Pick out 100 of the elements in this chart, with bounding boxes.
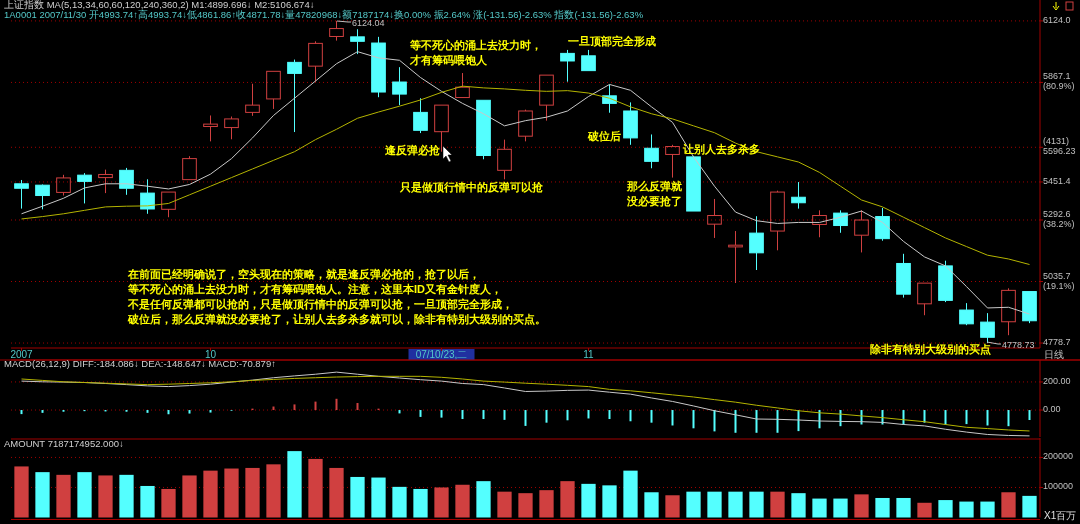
chart-title: 上证指数 MA(5,13,34,60,60,120,240,360,2) M1:4899.696↓ M2:5106.674↓ [4,0,315,10]
bar [566,410,569,421]
bar [917,502,932,518]
bar [497,491,512,518]
bar [287,451,302,518]
annotation: 除非有特别大级别的买点 [870,343,991,356]
bar [356,403,359,411]
y-tick-label: (4131) 5596.23 [1043,136,1076,157]
bar [392,486,407,518]
y-axis-title: X1百万 [1044,509,1077,521]
bar [161,488,176,518]
bar [686,491,701,518]
bar [728,491,743,518]
y-tick-label: 5035.7 (19.1%) [1043,270,1075,291]
y-tick-label: 0.00 [1043,404,1061,415]
bar [755,410,758,433]
bar [77,472,92,518]
bar [938,500,953,518]
bar [35,472,50,518]
bar [980,501,995,518]
bar [203,470,218,518]
bar [413,488,428,518]
bar [854,494,869,518]
bar [182,475,197,518]
candlestick [245,83,260,117]
candlestick [77,172,92,204]
bar [482,410,485,420]
annotation: 4778.73 [1002,340,1035,350]
bar [770,491,785,518]
annotation: 让别人去多杀多 [682,143,760,156]
candlestick [791,181,806,210]
bar [623,470,638,518]
bar [503,410,506,420]
bar [308,458,323,518]
bar [41,410,44,413]
bar [959,501,974,518]
bar [350,476,365,518]
bar [545,410,548,423]
bar [1028,410,1031,421]
bar [965,410,968,425]
bar [188,410,191,414]
x-tick-label: 11 [583,349,595,360]
text: 1A0001 2007/11/30 开4993.74↑高4993.74↓低4861.86↑收4871.78↓量47820968↓额7187174↓换0.00% 振2.64% 涨(-131.56)-2.63% 指数(-131.56)-2.63% [4,9,644,20]
y-tick-label: 5867.1 (80.9%) [1043,71,1075,92]
bar [476,481,491,518]
bar [140,485,155,518]
bar [581,483,596,518]
bar [749,491,764,518]
line-series [21,85,1030,266]
bar [692,410,695,429]
bar [812,498,827,518]
annotation: 逢反弹必抢 [384,144,441,156]
bar [419,410,422,417]
bar [455,484,470,518]
bar [776,410,779,433]
chart-title: AMOUNT 7187174952.000↓ [4,438,124,449]
candlestick [728,230,743,284]
bar [266,464,281,518]
annotation: 在前面已经明确说了，空头现在的策略，就是逢反弹必抢的，抢了以后，等不死心的涌上去没力时，才有筹码喂饱人。注意，这里本ID又有金针度人，不是任何反弹都可以抢的，只是做顶行情中的反弹可以抢，一旦顶部完全形成，破位后，那么反弹就没必要抢了，让别人去多杀多就可以，除非有特别大级别的买点。 [127,268,546,326]
bar [602,485,617,518]
candlestick [392,66,407,106]
y-tick-label: 6124.0 [1043,15,1071,26]
x-tick-label: 2007 [10,349,34,360]
bar [434,487,449,518]
annotation: 一旦顶部完全形成 [568,35,656,48]
line-series [21,51,1030,315]
annotation: 只是做顶行情中的反弹可以抢 [399,181,544,194]
x-tick-label: 07/10/23,二 [415,349,468,360]
bar [713,410,716,432]
bar [986,410,989,426]
bar [224,468,239,518]
bar [791,493,806,518]
y-tick-label: 200.00 [1043,376,1071,387]
bar [1001,492,1016,518]
bar [314,401,317,411]
candlestick [896,253,911,299]
candlestick [707,198,722,239]
bar [629,410,632,422]
bar [329,467,344,518]
bar [98,475,113,518]
y-tick-label: 4778.7 [1043,337,1071,348]
annotation: 破位后 [587,130,621,142]
annotation: 那么反弹就没必要抢了 [626,180,682,207]
y-tick-label: 100000 [1043,481,1074,492]
bar [608,410,611,420]
bar [671,410,674,426]
bar [335,398,338,411]
y-tick-label: 5451.4 [1043,176,1071,187]
x-tick-label: 10 [204,349,217,360]
bar [539,490,554,518]
bar [896,497,911,518]
bar [587,410,590,419]
bar [461,410,464,420]
bar [518,493,533,518]
bar [167,410,170,415]
bar [1022,495,1037,518]
x-axis-title: 日线 [1044,349,1064,360]
bar [56,474,71,518]
bar [119,474,134,518]
bar [665,495,680,518]
